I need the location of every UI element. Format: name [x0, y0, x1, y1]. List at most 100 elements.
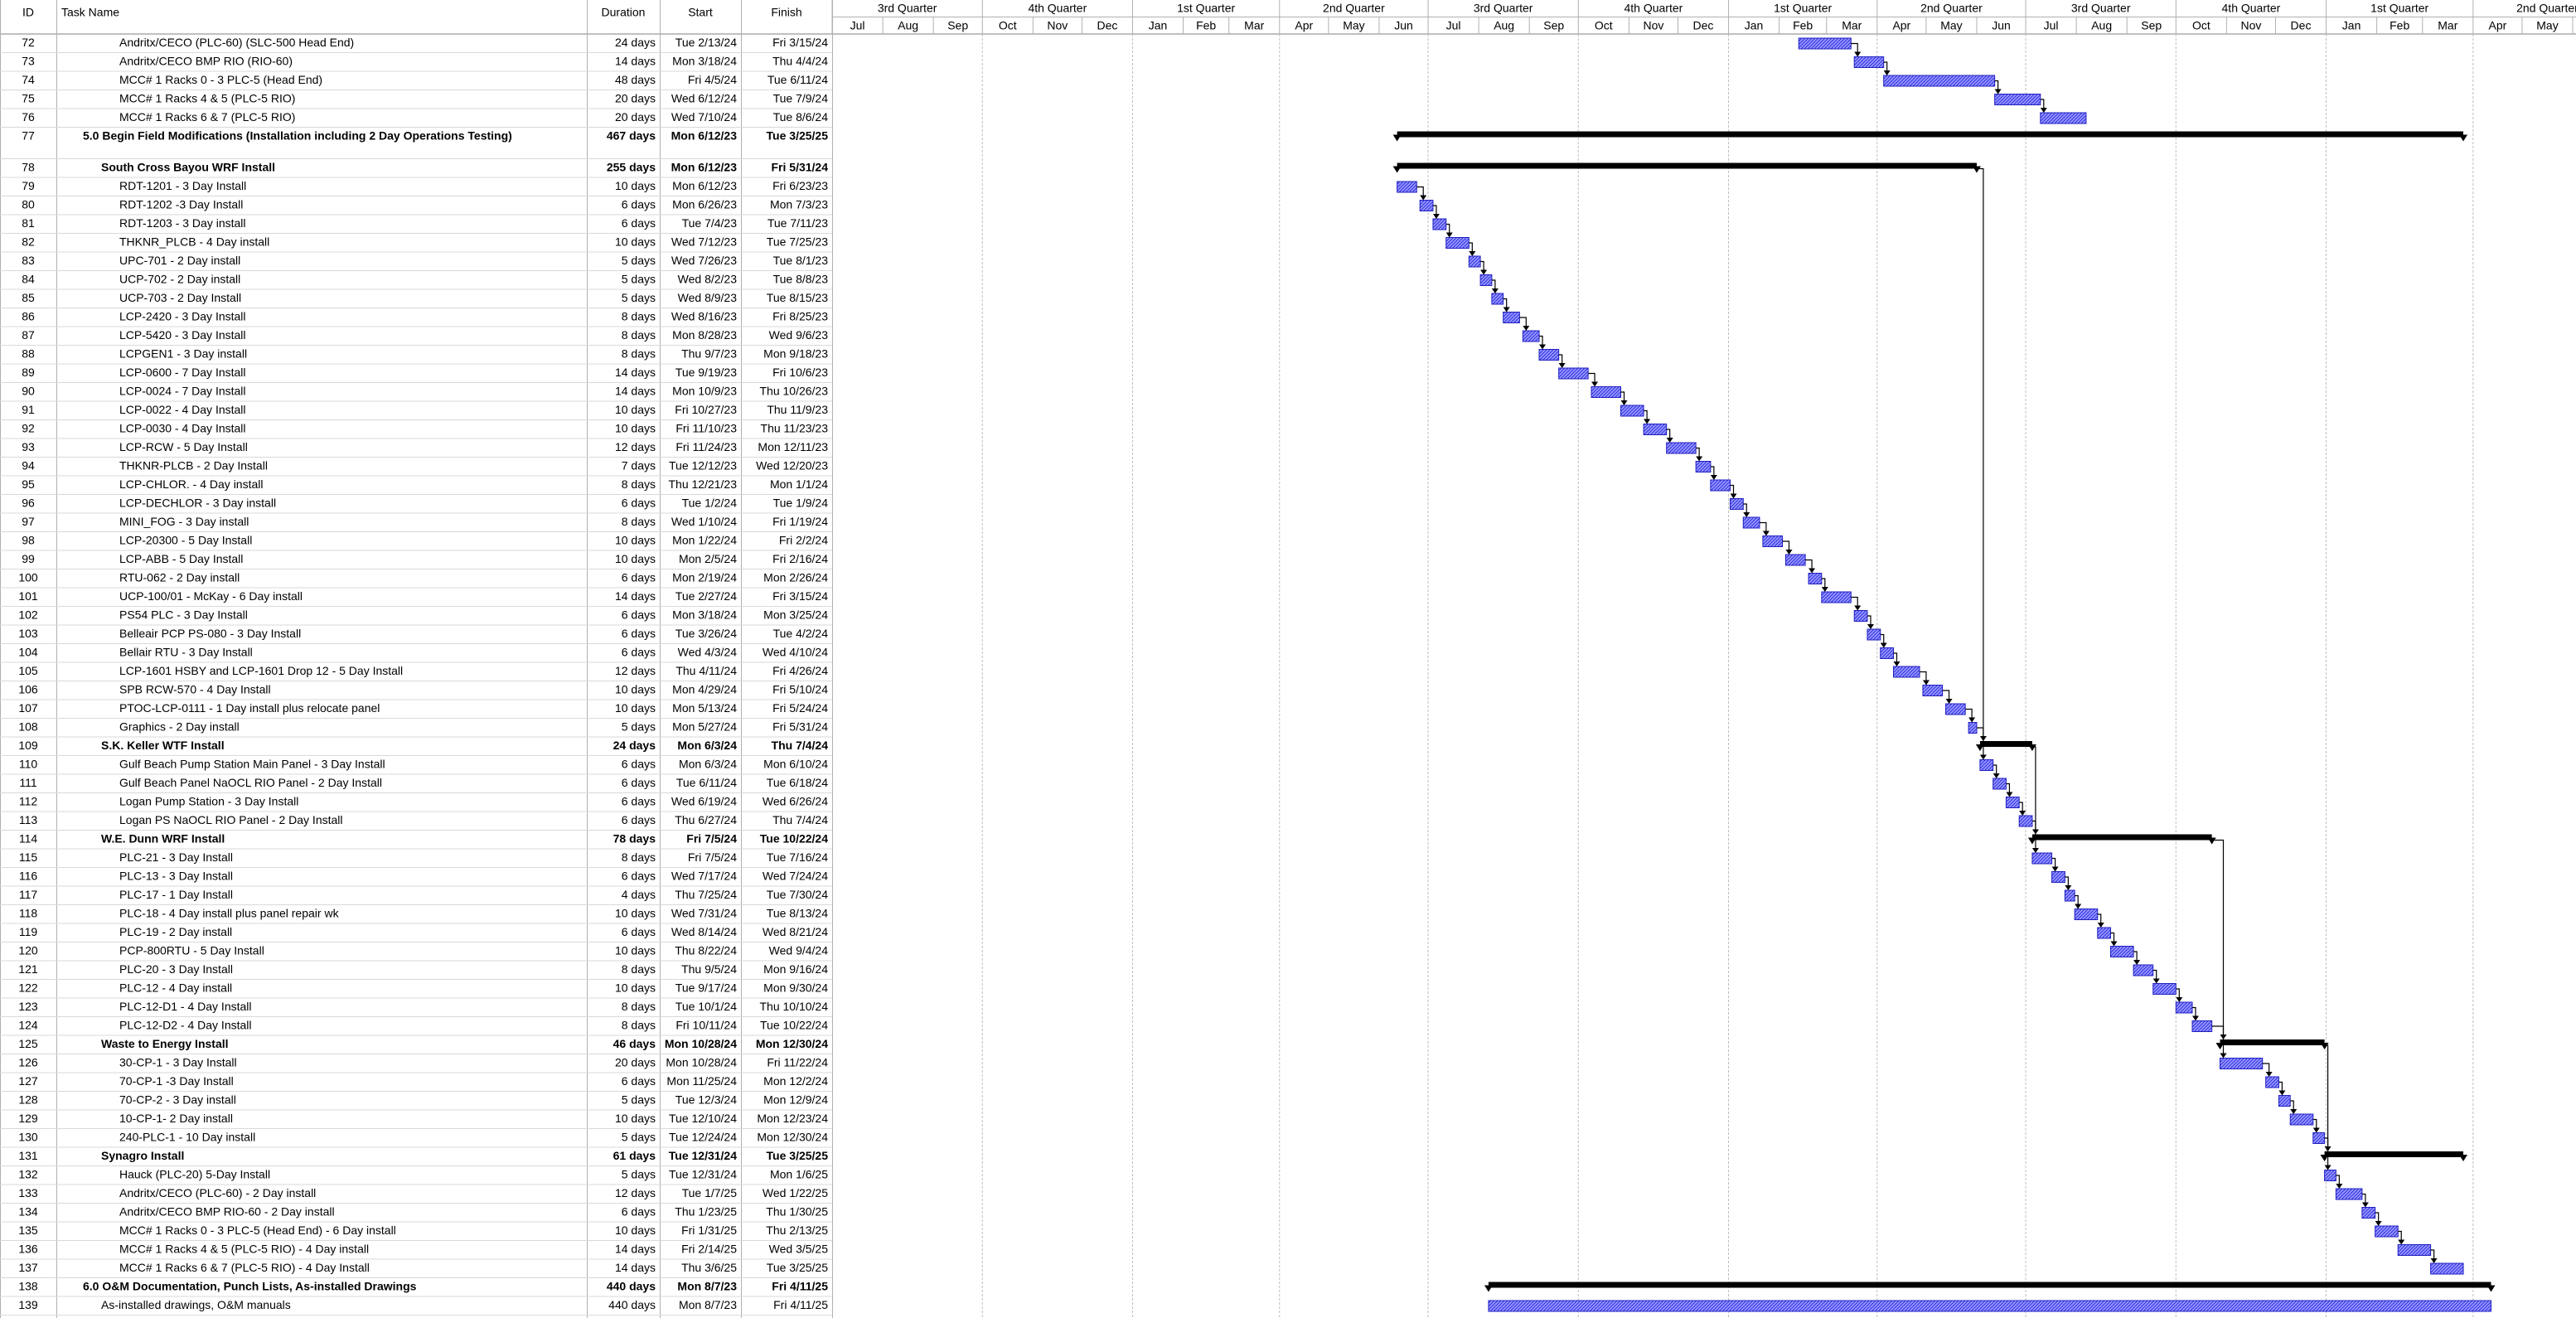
task-start[interactable]: Mon 6/26/23: [672, 198, 737, 211]
task-finish[interactable]: Mon 3/25/24: [763, 608, 828, 622]
task-finish[interactable]: Fri 5/31/24: [772, 720, 828, 734]
task-duration[interactable]: 8 days: [622, 310, 656, 323]
task-name[interactable]: PLC-12-D2 - 4 Day Install: [119, 1019, 252, 1032]
task-name[interactable]: Andritx/CECO BMP RIO-60 - 2 Day install: [119, 1205, 335, 1219]
task-name[interactable]: LCP-2420 - 3 Day Install: [119, 310, 246, 323]
task-start[interactable]: Mon 11/25/24: [666, 1074, 737, 1088]
task-finish[interactable]: Tue 7/9/24: [773, 92, 829, 105]
row-id[interactable]: 111: [19, 776, 36, 789]
row-id[interactable]: 97: [22, 515, 35, 528]
task-duration[interactable]: 14 days: [615, 385, 656, 398]
task-name[interactable]: PCP-800RTU - 5 Day Install: [119, 944, 264, 957]
task-finish[interactable]: Fri 8/25/23: [772, 310, 828, 323]
task-bar[interactable]: [1730, 498, 1744, 510]
summary-bar[interactable]: [1397, 162, 1977, 169]
task-bar[interactable]: [2051, 871, 2065, 883]
row-id[interactable]: 139: [18, 1298, 38, 1311]
task-name[interactable]: PLC-12 - 4 Day install: [119, 981, 232, 995]
row-id[interactable]: 134: [18, 1205, 38, 1219]
task-name[interactable]: As-installed drawings, O&M manuals: [101, 1298, 291, 1311]
task-bar[interactable]: [1883, 75, 1996, 87]
task-name[interactable]: RDT-1203 - 3 Day install: [119, 216, 246, 230]
task-name[interactable]: 30-CP-1 - 3 Day Install: [119, 1056, 237, 1069]
summary-bar[interactable]: [2220, 1039, 2325, 1045]
row-id[interactable]: 122: [18, 981, 38, 995]
task-finish[interactable]: Wed 6/26/24: [763, 795, 828, 808]
task-start[interactable]: Mon 6/3/24: [679, 758, 737, 771]
task-name[interactable]: LCP-0024 - 7 Day Install: [119, 385, 246, 398]
task-bar[interactable]: [1620, 405, 1644, 417]
row-id[interactable]: 121: [18, 962, 38, 976]
task-finish[interactable]: Fri 4/11/25: [772, 1280, 828, 1293]
task-bar[interactable]: [1994, 94, 2041, 105]
task-bar[interactable]: [1742, 516, 1760, 529]
task-start[interactable]: Wed 7/17/24: [671, 870, 737, 883]
task-finish[interactable]: Mon 7/3/23: [770, 198, 828, 211]
task-name[interactable]: PS54 PLC - 3 Day Install: [119, 608, 248, 622]
task-start[interactable]: Fri 10/11/24: [675, 1019, 737, 1032]
row-id[interactable]: 99: [22, 552, 35, 565]
task-finish[interactable]: Mon 1/1/24: [770, 477, 828, 491]
task-finish[interactable]: Mon 12/23/24: [757, 1112, 828, 1125]
task-start[interactable]: Thu 7/25/24: [675, 888, 737, 901]
task-name[interactable]: 5.0 Begin Field Modifications (Installat…: [83, 129, 512, 143]
task-start[interactable]: Wed 6/12/24: [671, 92, 737, 105]
task-bar[interactable]: [1488, 1300, 2492, 1312]
task-name[interactable]: UPC-701 - 2 Day install: [119, 254, 240, 267]
task-bar[interactable]: [2074, 909, 2099, 920]
task-duration[interactable]: 8 days: [622, 347, 656, 361]
task-finish[interactable]: Tue 4/2/24: [773, 627, 829, 640]
task-duration[interactable]: 7 days: [622, 459, 656, 472]
task-start[interactable]: Mon 8/7/23: [679, 1298, 737, 1311]
task-name[interactable]: UCP-702 - 2 Day install: [119, 273, 240, 286]
task-start[interactable]: Mon 2/19/24: [672, 571, 737, 584]
task-start[interactable]: Tue 9/19/23: [675, 366, 737, 379]
task-duration[interactable]: 6 days: [622, 870, 656, 883]
row-id[interactable]: 87: [22, 328, 35, 342]
task-start[interactable]: Thu 8/22/24: [675, 944, 737, 957]
task-start[interactable]: Mon 2/5/24: [679, 552, 737, 565]
task-name[interactable]: PLC-19 - 2 Day install: [119, 925, 232, 938]
task-finish[interactable]: Fri 5/24/24: [772, 701, 828, 715]
task-bar[interactable]: [2265, 1076, 2279, 1088]
task-duration[interactable]: 24 days: [613, 739, 656, 752]
task-bar[interactable]: [1419, 200, 1434, 211]
task-duration[interactable]: 10 days: [615, 981, 656, 995]
task-bar[interactable]: [2220, 1058, 2264, 1069]
task-name[interactable]: LCPGEN1 - 3 Day install: [119, 347, 247, 361]
row-id[interactable]: 135: [18, 1224, 38, 1237]
task-start[interactable]: Fri 7/5/24: [688, 850, 737, 864]
task-finish[interactable]: Fri 4/11/25: [773, 1298, 828, 1311]
row-id[interactable]: 103: [18, 627, 38, 640]
row-id[interactable]: 98: [22, 534, 35, 547]
task-duration[interactable]: 10 days: [615, 683, 656, 696]
task-name[interactable]: LCP-0022 - 4 Day Install: [119, 403, 246, 416]
task-start[interactable]: Wed 1/10/24: [671, 515, 737, 528]
task-name[interactable]: PLC-12-D1 - 4 Day Install: [119, 1000, 252, 1013]
task-finish[interactable]: Wed 4/10/24: [763, 646, 828, 659]
task-bar[interactable]: [1432, 218, 1447, 230]
task-duration[interactable]: 10 days: [615, 1112, 656, 1125]
task-bar[interactable]: [1491, 293, 1504, 305]
task-name[interactable]: Andritx/CECO (PLC-60) - 2 Day install: [119, 1186, 316, 1199]
task-bar[interactable]: [2191, 1020, 2213, 1032]
task-name[interactable]: 240-PLC-1 - 10 Day install: [119, 1131, 255, 1144]
task-start[interactable]: Mon 3/18/24: [672, 608, 737, 622]
task-start[interactable]: Tue 10/1/24: [675, 1000, 737, 1013]
task-finish[interactable]: Wed 8/21/24: [763, 925, 828, 938]
task-name[interactable]: MINI_FOG - 3 Day install: [119, 515, 249, 528]
row-id[interactable]: 104: [18, 646, 38, 659]
task-name[interactable]: MCC# 1 Racks 0 - 3 PLC-5 (Head End) - 6 …: [119, 1224, 396, 1237]
task-start[interactable]: Fri 10/27/23: [675, 403, 737, 416]
task-start[interactable]: Mon 6/12/23: [671, 129, 738, 143]
row-id[interactable]: 81: [22, 216, 35, 230]
row-id[interactable]: 110: [19, 758, 38, 771]
task-finish[interactable]: Mon 9/18/23: [763, 347, 828, 361]
row-id[interactable]: 89: [22, 366, 35, 379]
task-start[interactable]: Mon 10/28/24: [666, 1056, 737, 1069]
row-id[interactable]: 108: [18, 720, 38, 734]
task-bar[interactable]: [1468, 255, 1481, 268]
task-finish[interactable]: Tue 3/25/25: [767, 129, 829, 143]
task-duration[interactable]: 5 days: [622, 273, 656, 286]
row-id[interactable]: 85: [22, 291, 35, 304]
